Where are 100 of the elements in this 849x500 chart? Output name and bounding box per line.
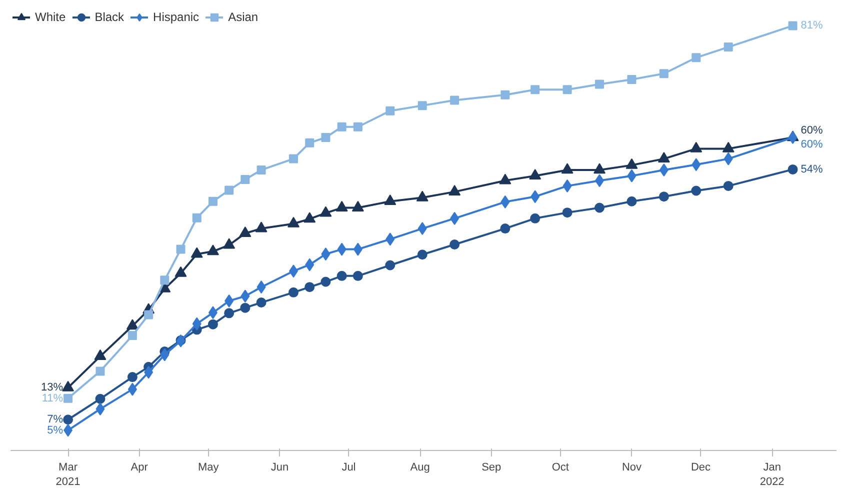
point [788,131,798,144]
point [304,282,315,292]
point [690,142,702,152]
point [320,276,331,287]
point [626,158,638,169]
point [724,152,733,166]
point [192,317,202,330]
point [658,152,670,162]
point [417,250,428,260]
point [353,122,362,132]
x-tick-label: Dec [690,462,712,474]
point [224,186,234,195]
point [64,394,73,403]
point [239,226,252,237]
point [190,247,203,258]
data-label: 60% [800,138,824,151]
point [224,308,234,318]
point [337,242,346,256]
x-tick-label: Mar 2021 [56,462,80,488]
point [206,244,219,256]
point [305,258,314,272]
point [240,290,250,303]
x-tick-label: May [198,462,220,474]
point [450,96,460,105]
point [305,138,314,148]
point [723,180,734,191]
point [500,195,510,208]
point [288,216,300,228]
point [418,101,427,110]
point [95,394,106,404]
point [304,212,316,223]
point [64,424,73,437]
point [321,133,330,142]
point [240,302,250,313]
point [224,294,234,308]
point [289,264,298,278]
x-tick-label: Jun [270,462,289,474]
point [788,164,798,174]
point [561,163,574,174]
point [530,213,540,224]
point [256,280,266,294]
point [692,158,701,172]
point [724,42,733,52]
point [336,200,348,212]
point [627,74,636,84]
point [240,175,250,184]
point [223,238,236,249]
point [450,240,460,250]
point [208,306,218,320]
point [174,266,187,277]
point [255,222,268,232]
point [562,85,572,94]
x-tick-label: Aug [410,462,430,474]
point [353,242,362,256]
point [385,260,396,270]
point [337,122,346,132]
point [659,69,668,78]
x-tick-label: Sep [482,462,502,474]
legend-label: Asian [228,10,258,24]
data-label: 13% [41,382,64,394]
point [128,382,137,396]
point [529,168,542,180]
data-label: 5% [47,424,64,436]
point [562,179,572,192]
point [176,244,186,254]
point [386,106,395,116]
point [208,196,218,206]
legend-label: White [35,10,66,24]
point [595,174,604,188]
point [499,174,512,184]
x-tick-label: Jan 2022 [760,462,784,488]
point [321,248,330,261]
x-tick-label: Apr [130,462,148,474]
point [256,165,266,174]
point [530,190,540,204]
point [208,319,218,330]
point [256,298,266,308]
point [144,366,154,379]
point [192,213,202,222]
x-tick-label: Jul [342,462,356,474]
data-label: 60% [800,124,824,137]
point [336,270,347,281]
point [500,224,510,234]
data-label: 81% [800,20,824,32]
point [418,222,427,236]
data-label: 11% [42,392,64,404]
legend-label: Black [94,10,124,24]
point [320,206,332,217]
point [96,366,105,376]
point [530,85,540,94]
legend-label: Hispanic [153,10,200,24]
point [160,348,170,362]
point [63,414,74,425]
point [94,349,106,360]
x-tick-label: Nov [622,462,642,474]
point [384,194,396,206]
point [288,287,299,298]
point [289,154,298,164]
point [594,163,606,174]
point [127,372,138,382]
